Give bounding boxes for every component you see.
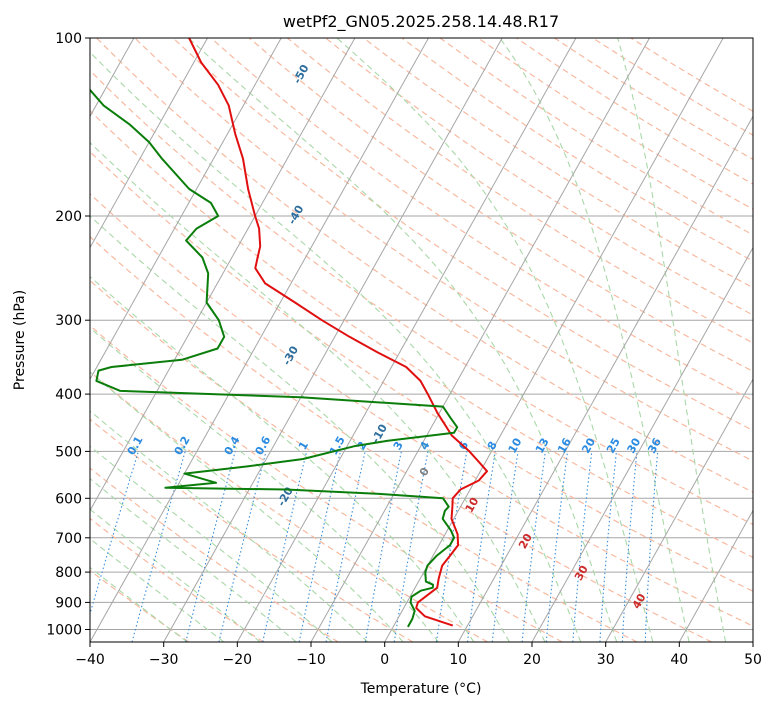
moist-adiabat-line xyxy=(336,38,654,642)
moist-adiabat-line xyxy=(90,275,475,642)
isotherm-line xyxy=(90,38,356,512)
dry-adiabat-line xyxy=(90,279,638,642)
y-tick-label: 900 xyxy=(55,595,82,611)
dry-adiabat-line xyxy=(134,38,753,462)
x-tick-label: 20 xyxy=(523,652,541,668)
mixing-ratio-line xyxy=(90,451,139,616)
dry-adiabat-line xyxy=(90,69,753,526)
isotherm-line xyxy=(236,38,577,642)
mixing-ratio-line xyxy=(185,451,236,642)
dry-adiabat-line xyxy=(90,109,753,559)
moist-adiabats xyxy=(90,38,727,642)
mixing-ratio-lines xyxy=(90,451,659,642)
mixing-ratio-line xyxy=(545,451,569,642)
dry-adiabat-line xyxy=(90,371,488,642)
moist-adiabat-line xyxy=(90,410,369,642)
moist-adiabat-line xyxy=(90,327,439,642)
x-tick-label: −30 xyxy=(149,652,179,668)
y-tick-label: 600 xyxy=(55,491,82,507)
isotherms xyxy=(90,38,753,642)
isotherm-line xyxy=(605,378,753,642)
moist-adiabat-line xyxy=(90,51,582,642)
isotherm-line xyxy=(90,38,282,381)
mixing-ratio-line xyxy=(491,451,519,642)
y-axis-label: Pressure (hPa) xyxy=(12,290,28,390)
x-tick-label: −10 xyxy=(296,652,326,668)
isotherm-line xyxy=(457,115,753,642)
dry-adiabat-line xyxy=(287,38,753,344)
chart-title: wetPf2_GN05.2025.258.14.48.R17 xyxy=(283,12,559,32)
isotherm-line xyxy=(90,38,208,249)
y-tick-label: 700 xyxy=(55,531,82,547)
y-tick-label: 200 xyxy=(55,209,82,225)
x-tick-label: 40 xyxy=(670,652,688,668)
x-tick-label: −40 xyxy=(75,652,105,668)
y-tick-label: 300 xyxy=(55,313,82,329)
y-tick-label: 1000 xyxy=(46,623,82,639)
isotherm-line xyxy=(678,509,753,642)
dry-adiabat-line xyxy=(90,517,264,642)
dry-adiabat-line xyxy=(248,38,753,373)
y-tick-label: 100 xyxy=(55,31,82,47)
dry-adiabat-line xyxy=(96,38,753,493)
x-tick-label: −20 xyxy=(223,652,253,668)
moist-adiabat-line xyxy=(90,141,546,642)
x-tick-label: 10 xyxy=(449,652,467,668)
isotherm-line xyxy=(163,38,503,642)
dry-adiabats xyxy=(90,38,753,642)
temperature-profile-line xyxy=(188,38,488,627)
dry-adiabat-line xyxy=(90,324,563,642)
dry-adiabat-line xyxy=(90,235,712,642)
y-axis-ticks: 100 200 300 400 500 600 700 800 900 1000 xyxy=(46,31,90,639)
y-tick-label: 500 xyxy=(55,444,82,460)
mixing-ratio-line xyxy=(521,451,546,642)
x-axis-ticks: −40 −30 −20 −10 0 10 20 30 40 50 xyxy=(75,642,762,668)
x-tick-label: 50 xyxy=(744,652,762,668)
mixing-ratio-line xyxy=(218,451,267,642)
dry-adiabat-line xyxy=(90,192,753,627)
x-tick-label: 30 xyxy=(597,652,615,668)
dry-adiabat-line xyxy=(90,151,753,592)
mixing-ratio-line xyxy=(435,451,468,642)
dewpoint-profile-line xyxy=(90,88,459,628)
dry-adiabat-line xyxy=(90,467,339,642)
moist-adiabat-line xyxy=(188,38,618,642)
moist-adiabat-line xyxy=(90,215,510,642)
mixing-ratio-line xyxy=(572,451,593,642)
isotherm-line xyxy=(531,246,753,642)
moist-adiabat-line xyxy=(499,38,690,642)
y-tick-label: 800 xyxy=(55,565,82,581)
profiles xyxy=(90,38,488,628)
mixing-ratio-line xyxy=(466,451,496,642)
moist-adiabat-line xyxy=(617,38,727,642)
y-tick-label: 400 xyxy=(55,387,82,403)
x-tick-label: 0 xyxy=(380,652,389,668)
isotherm-line xyxy=(90,38,429,642)
isotherm-line xyxy=(384,38,724,642)
mixing-ratio-line xyxy=(262,451,308,642)
moist-adiabat-line xyxy=(90,371,404,642)
dry-adiabat-line xyxy=(90,569,190,642)
plot-frame xyxy=(89,37,754,643)
isotherm-line xyxy=(310,38,650,642)
x-axis-label: Temperature (°C) xyxy=(360,681,482,697)
moist-adiabat-line xyxy=(90,445,333,642)
